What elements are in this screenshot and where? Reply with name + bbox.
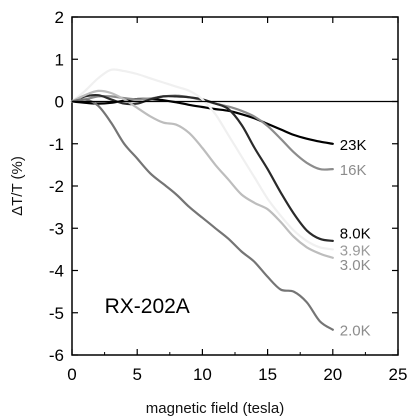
y-tick-label: -6 — [49, 346, 64, 365]
series-labels-layer: 23K 16K 8.0K3.9K3.0K 2.0K — [340, 137, 371, 340]
series-label-23k: 23K — [340, 137, 367, 154]
series-line-2-0k — [70, 98, 334, 331]
y-tick-label: -4 — [49, 262, 64, 281]
x-tick-label: 5 — [132, 365, 141, 384]
series-label-16k: 16K — [340, 162, 367, 179]
x-tick-label: 0 — [67, 365, 76, 384]
x-axis-title: magnetic field (tesla) — [146, 400, 284, 417]
series-label-2-0k: 2.0K — [340, 323, 371, 340]
y-tick-label: -2 — [49, 177, 64, 196]
series-line-23k — [70, 97, 334, 145]
x-tick-label: 20 — [323, 365, 342, 384]
x-tick-label: 15 — [258, 365, 277, 384]
series-layer — [70, 68, 334, 331]
y-tick-label: -3 — [49, 219, 64, 238]
series-line-3-0k — [70, 89, 334, 259]
x-tick-label: 10 — [193, 365, 212, 384]
series-line-3-9k — [70, 68, 334, 251]
y-tick-label: -5 — [49, 304, 64, 323]
y-tick-label: 0 — [55, 93, 64, 112]
y-tick-label: -1 — [49, 135, 64, 154]
series-label-3-9k: 3.9K — [340, 242, 371, 259]
y-tick-label: 1 — [55, 50, 64, 69]
y-axis-title: ΔT/T (%) — [9, 156, 26, 216]
y-tick-label: 2 — [55, 8, 64, 27]
sample-label: RX-202A — [105, 295, 190, 318]
series-label-8-0k: 8.0K — [340, 225, 371, 242]
x-tick-label: 25 — [389, 365, 408, 384]
series-label-3-0k: 3.0K — [340, 257, 371, 274]
